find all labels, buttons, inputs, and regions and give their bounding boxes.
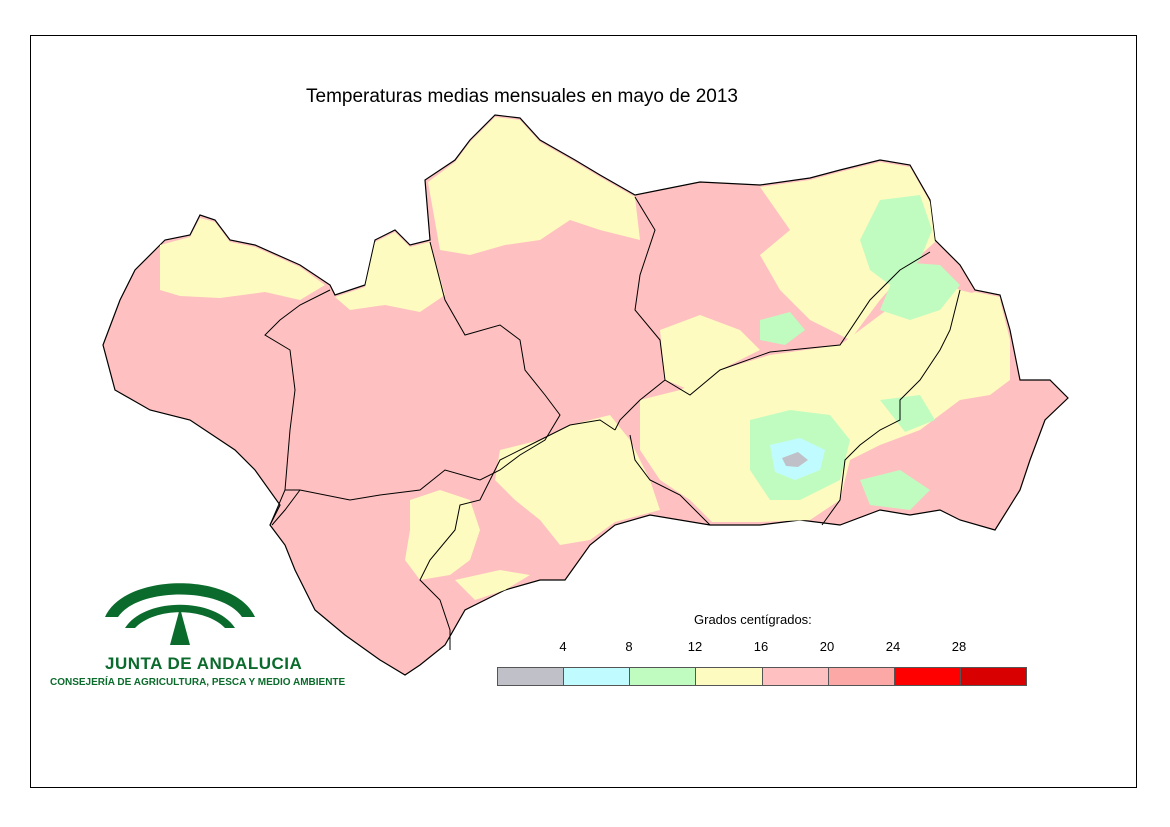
legend-color-bar — [497, 667, 1027, 686]
province-boundaries — [264, 196, 961, 650]
legend-tick: 24 — [885, 639, 901, 654]
zones-8-12 — [750, 195, 960, 510]
zone-cazorla — [860, 195, 932, 285]
zone-sevilla-north — [335, 232, 445, 312]
zone-granada — [640, 280, 1010, 522]
legend-tick: 8 — [625, 639, 633, 654]
boundary-granada-almeria — [821, 289, 961, 526]
legend-title: Grados centígrados: — [694, 612, 812, 627]
legend-swatch — [498, 668, 565, 685]
zone-malaga-east — [495, 415, 660, 545]
logo-subtitle: CONSEJERÍA DE AGRICULTURA, PESCA Y MEDIO… — [50, 677, 346, 688]
legend-tick: 12 — [687, 639, 703, 654]
zone-almeria-north — [945, 292, 1005, 350]
legend-swatch — [894, 668, 961, 685]
zone-sierra-segura — [880, 262, 960, 320]
legend-swatch — [630, 668, 697, 685]
legend-tick: 28 — [951, 639, 967, 654]
junta-andalucia-arches-icon — [105, 583, 255, 645]
zone-sierra-nevada-summit — [782, 452, 808, 467]
boundary-sevilla-cadiz — [271, 489, 301, 526]
legend-swatch — [762, 668, 829, 685]
legend-swatch — [564, 668, 631, 685]
zone-jaen-sierra-sur — [760, 312, 805, 345]
boundary-cadiz-malaga — [419, 479, 491, 650]
zone-cordoba-north — [428, 117, 640, 255]
zone-malaga-west — [455, 570, 530, 600]
zone-baza — [880, 395, 935, 432]
boundary-jaen-granada — [664, 251, 931, 396]
logo-name: JUNTA DE ANDALUCIA — [105, 654, 303, 673]
boundary-malaga-granada — [629, 434, 711, 526]
legend-swatch — [696, 668, 763, 685]
legend-swatch — [960, 668, 1026, 685]
zones-12-16 — [160, 117, 1010, 600]
map-frame — [30, 35, 1137, 788]
legend-tick: 20 — [819, 639, 835, 654]
boundary-cordoba-jaen — [614, 196, 666, 431]
boundary-sevilla-cordoba — [285, 241, 561, 501]
zone-cadiz-east — [405, 490, 480, 580]
map-title: Temperaturas medias mensuales en mayo de… — [306, 86, 738, 107]
zone-huelva-north — [160, 218, 325, 300]
legend-swatch — [828, 668, 895, 685]
boundary-cordoba-malaga — [489, 419, 616, 481]
boundary-huelva-sevilla — [264, 289, 331, 526]
legend-tick: 4 — [559, 639, 567, 654]
zone-filabres — [860, 470, 930, 510]
zone-jaen-south — [660, 315, 760, 390]
legend-tick: 16 — [753, 639, 769, 654]
